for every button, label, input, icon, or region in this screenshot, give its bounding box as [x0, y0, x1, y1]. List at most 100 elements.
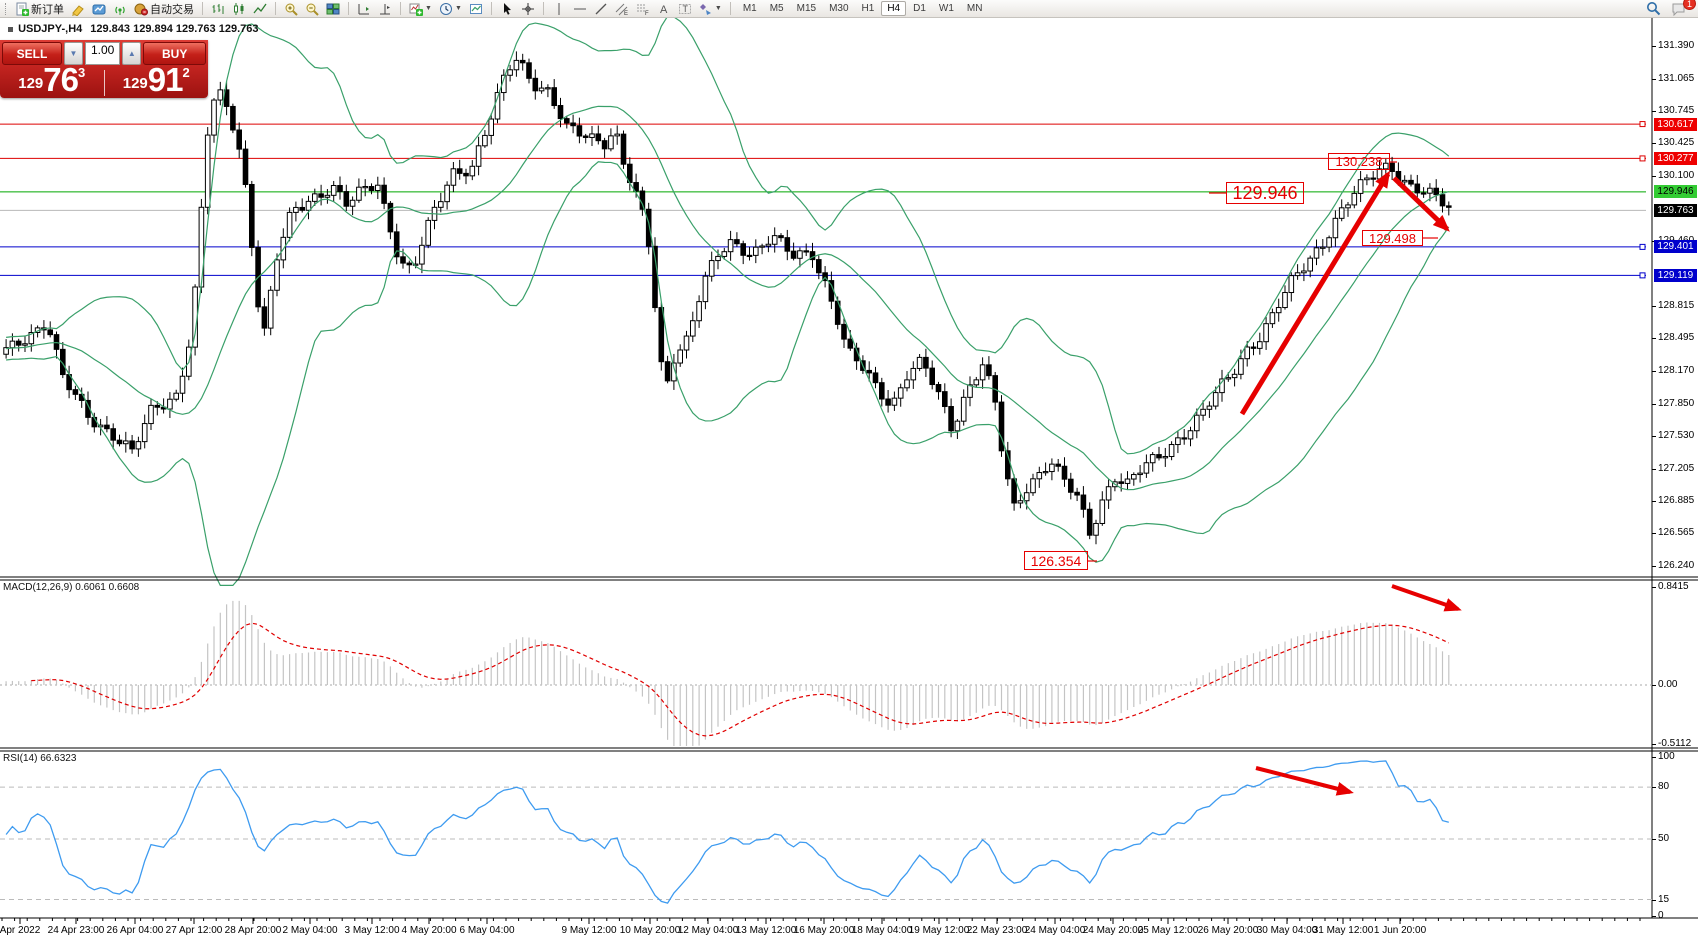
- chart-template-button[interactable]: [467, 1, 485, 17]
- rsi-indicator-label: RSI(14) 66.6323: [3, 753, 77, 764]
- buy-price-quote[interactable]: 129 91 2: [107, 63, 207, 96]
- horizontal-line-button[interactable]: [571, 1, 589, 17]
- price-annotation-129.498[interactable]: 129.498: [1362, 230, 1423, 246]
- line-chart-button[interactable]: [251, 1, 269, 17]
- price-axis-tick: 128.170: [1658, 365, 1695, 377]
- price-axis-tick-mark: [1652, 176, 1656, 178]
- notification-badge: 1: [1683, 0, 1696, 10]
- sell-price-point: 3: [78, 65, 86, 80]
- new-order-button[interactable]: 新订单: [13, 1, 66, 17]
- candlestick-button[interactable]: [230, 1, 248, 17]
- price-axis-label-129.946: 129.946: [1654, 185, 1697, 199]
- time-axis-label: 13 May 12:00: [735, 925, 797, 936]
- add-indicator-icon: [409, 2, 423, 16]
- rsi-axis-tick: 100: [1658, 751, 1675, 762]
- sell-button[interactable]: SELL: [2, 42, 62, 65]
- cursor-button[interactable]: [498, 1, 516, 17]
- volume-increase-button[interactable]: ▲: [122, 42, 142, 65]
- timeframe-w1-button[interactable]: W1: [938, 3, 954, 14]
- crosshair-button[interactable]: [519, 1, 537, 17]
- sell-price-base: 129: [18, 75, 44, 92]
- volume-decrease-button[interactable]: ▼: [64, 42, 83, 65]
- trend-arrow[interactable]: [1391, 584, 1462, 612]
- trend-arrow[interactable]: [1392, 176, 1450, 232]
- rsi-axis-tick: 0: [1658, 910, 1664, 921]
- macd-axis-tick: 0.8415: [1658, 581, 1689, 592]
- svg-text:E: E: [624, 11, 628, 16]
- notifications-button[interactable]: 1: [1669, 0, 1696, 17]
- price-axis-tick: 128.815: [1658, 300, 1695, 312]
- zoom-in-button[interactable]: [282, 1, 300, 17]
- price-axis-tick-mark: [1652, 306, 1656, 308]
- market-watch-button[interactable]: [90, 1, 108, 17]
- clock-icon: [439, 2, 453, 16]
- price-chart-canvas[interactable]: [0, 18, 1698, 938]
- chart-window[interactable]: USDJPY-,H4 129.843 129.894 129.763 129.7…: [0, 18, 1698, 938]
- rsi-axis-tick-mark: [1652, 787, 1656, 789]
- price-axis-tick-mark: [1652, 501, 1656, 502]
- search-button[interactable]: [1644, 1, 1663, 17]
- timeframe-m1-button[interactable]: M1: [742, 3, 757, 14]
- time-axis-label: 24 May 04:00: [1024, 925, 1086, 936]
- shapes-button[interactable]: ▼: [697, 1, 724, 17]
- text-label-icon: T: [678, 2, 692, 16]
- price-axis-tick: 126.565: [1658, 527, 1695, 539]
- time-axis-label: 24 May 20:00: [1082, 925, 1144, 936]
- price-axis-tick: 131.065: [1658, 72, 1695, 84]
- bar-chart-button[interactable]: [209, 1, 227, 17]
- text-icon: A: [657, 2, 671, 16]
- equidistant-channel-button[interactable]: E: [613, 1, 631, 17]
- timeframe-mn-button[interactable]: MN: [966, 3, 983, 14]
- time-axis-label: 9 May 12:00: [561, 925, 617, 936]
- search-icon: [1646, 1, 1661, 16]
- trendline-button[interactable]: [592, 1, 610, 17]
- toolbar-separator: [275, 2, 276, 15]
- timeframe-h4-button[interactable]: H4: [881, 1, 907, 16]
- signals-button[interactable]: [111, 1, 129, 17]
- fibonacci-button[interactable]: F: [634, 1, 652, 17]
- price-axis-tick: 131.390: [1658, 40, 1695, 51]
- trend-arrow[interactable]: [1255, 766, 1354, 796]
- time-axis-label: 12 May 04:00: [677, 925, 739, 936]
- timeframe-d1-button[interactable]: D1: [913, 3, 926, 14]
- price-annotation-126.354[interactable]: 126.354: [1024, 551, 1088, 570]
- time-axis-label: 10 May 20:00: [619, 925, 681, 936]
- price-axis-label-129.119: 129.119: [1654, 268, 1697, 282]
- macd-axis-tick-mark: [1652, 587, 1656, 588]
- dropdown-caret: ▼: [714, 5, 722, 12]
- dropdown-caret: ▼: [425, 5, 432, 12]
- auto-trading-button[interactable]: 自动交易: [132, 1, 196, 17]
- vertical-line-button[interactable]: [550, 1, 568, 17]
- timeframe-m5-button[interactable]: M5: [769, 3, 784, 14]
- add-indicator-button[interactable]: ▼: [407, 1, 434, 17]
- price-axis-tick: 126.240: [1658, 560, 1695, 572]
- sell-price-quote[interactable]: 129 76 3: [2, 63, 102, 96]
- chart-info-line: USDJPY-,H4 129.843 129.894 129.763 129.7…: [8, 23, 258, 35]
- auto-scroll-button[interactable]: [355, 1, 373, 17]
- price-axis-tick: 127.530: [1658, 429, 1695, 441]
- timeframe-h1-button[interactable]: H1: [861, 3, 875, 14]
- volume-input[interactable]: 1.00: [85, 42, 121, 65]
- chart-ohlc-values: 129.843 129.894 129.763 129.763: [90, 23, 259, 35]
- price-annotation-130.238[interactable]: 130.238: [1328, 153, 1390, 170]
- chart-shift-button[interactable]: [376, 1, 394, 17]
- highlighter-button[interactable]: [69, 1, 87, 17]
- period-button[interactable]: ▼: [437, 1, 464, 17]
- price-annotation-129.946[interactable]: 129.946: [1226, 182, 1304, 204]
- zoom-out-icon: [305, 2, 319, 16]
- price-axis-tick-mark: [1652, 371, 1656, 373]
- price-axis-label-130.277: 130.277: [1654, 151, 1697, 165]
- text-label-button[interactable]: T: [676, 1, 694, 17]
- zoom-out-button[interactable]: [303, 1, 321, 17]
- buy-price-point: 2: [182, 65, 190, 80]
- trend-arrow[interactable]: [1239, 170, 1391, 416]
- rsi-axis-tick-mark: [1652, 839, 1656, 840]
- cursor-icon: [500, 2, 514, 16]
- tile-windows-button[interactable]: [324, 1, 342, 17]
- timeframe-m15-button[interactable]: M15: [796, 3, 817, 14]
- timeframe-m30-button[interactable]: M30: [829, 3, 849, 14]
- rsi-axis-tick-mark: [1652, 899, 1656, 901]
- new-order-icon: [15, 2, 29, 16]
- buy-button[interactable]: BUY: [143, 42, 206, 65]
- text-button[interactable]: A: [655, 1, 673, 17]
